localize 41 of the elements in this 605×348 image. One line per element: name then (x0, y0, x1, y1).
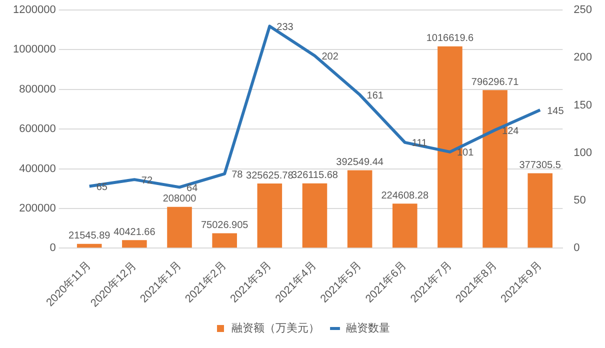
y-tick-label: 0 (50, 242, 56, 254)
data-label: 377305.5 (519, 160, 562, 172)
y-tick-label: 400000 (19, 162, 56, 175)
bar (392, 204, 418, 248)
data-label: 64 (186, 182, 198, 194)
legend-label: 融资数量 (346, 322, 390, 335)
data-label: 40421.66 (114, 226, 156, 238)
data-label: 233 (276, 22, 294, 33)
data-label: 325625.78 (246, 170, 294, 182)
y-tick-label: 200000 (19, 202, 56, 214)
y-tick-label: 1000000 (12, 44, 56, 56)
data-label: 326115.68 (291, 170, 338, 182)
y2-tick-label: 250 (574, 4, 592, 16)
bar (212, 233, 237, 248)
data-label: 202 (322, 51, 339, 62)
y2-tick-label: 200 (574, 52, 592, 64)
bar (347, 170, 372, 248)
data-label: 796296.71 (471, 76, 520, 88)
y-tick-label: 600000 (19, 123, 56, 136)
bar (528, 173, 553, 248)
data-label: 78 (232, 170, 244, 181)
bar (167, 206, 192, 248)
bar (257, 184, 282, 248)
legend-label: 融资额（万美元） (232, 322, 320, 335)
bar (122, 240, 147, 248)
data-label: 392549.44 (336, 157, 384, 168)
data-label: 21545.89 (68, 230, 111, 242)
data-label: 75026.905 (200, 220, 249, 232)
data-label: 161 (366, 90, 384, 102)
y2-tick-label: 50 (574, 194, 586, 207)
y2-tick-label: 150 (574, 99, 592, 112)
bar (302, 183, 328, 248)
y-tick-label: 1200000 (12, 4, 56, 16)
y-tick-label: 800000 (19, 83, 56, 96)
data-label: 1016619.6 (426, 33, 474, 44)
y2-tick-label: 0 (574, 242, 580, 254)
data-label: 208000 (162, 194, 197, 205)
data-label: 224608.28 (381, 190, 429, 202)
y2-tick-label: 100 (574, 146, 592, 159)
data-label: 145 (547, 106, 564, 117)
bar (76, 244, 102, 248)
